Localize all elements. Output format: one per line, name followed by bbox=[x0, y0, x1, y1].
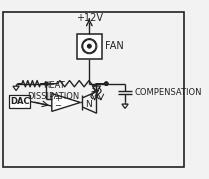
Text: +: + bbox=[55, 94, 61, 103]
Text: COMPENSATION: COMPENSATION bbox=[135, 88, 202, 97]
Circle shape bbox=[105, 82, 108, 85]
Text: FAN: FAN bbox=[104, 41, 123, 51]
Circle shape bbox=[45, 82, 48, 85]
Circle shape bbox=[105, 82, 108, 85]
Polygon shape bbox=[92, 86, 101, 92]
Text: DAC: DAC bbox=[10, 97, 29, 106]
Polygon shape bbox=[13, 86, 19, 91]
Circle shape bbox=[88, 44, 91, 48]
Text: HEAT
DISSIPATION: HEAT DISSIPATION bbox=[27, 81, 80, 101]
Polygon shape bbox=[122, 104, 128, 108]
Bar bbox=[9, 95, 30, 108]
Text: +12V: +12V bbox=[76, 13, 103, 23]
Bar bbox=[77, 34, 102, 59]
Polygon shape bbox=[52, 93, 80, 111]
Text: N: N bbox=[85, 100, 92, 109]
Text: −: − bbox=[55, 101, 61, 110]
